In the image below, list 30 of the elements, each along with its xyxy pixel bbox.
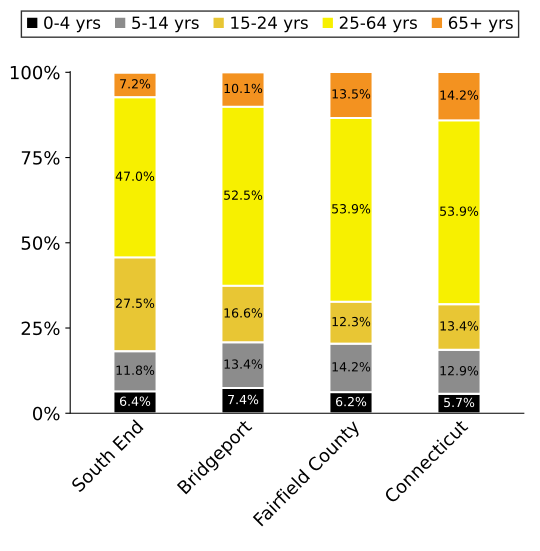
legend-label: 0-4 yrs <box>44 16 100 32</box>
data-label: 47.0% <box>116 171 154 181</box>
data-label: 13.4% <box>224 359 262 369</box>
data-label: 6.2% <box>336 396 366 406</box>
data-label: 14.2% <box>332 362 370 372</box>
data-label: 14.2% <box>440 90 478 100</box>
data-label: 53.9% <box>440 206 478 216</box>
y-tick-label: 50% <box>22 236 60 250</box>
data-label: 13.5% <box>332 89 370 99</box>
data-label: 13.4% <box>440 321 478 331</box>
data-label: 27.5% <box>116 298 154 308</box>
legend-label: 5-14 yrs <box>132 16 199 32</box>
data-label: 7.4% <box>228 394 258 404</box>
data-label: 12.3% <box>332 316 370 326</box>
data-label: 6.4% <box>120 396 150 406</box>
data-label: 12.9% <box>440 366 478 376</box>
data-label: 52.5% <box>224 190 262 200</box>
data-label: 53.9% <box>332 204 370 214</box>
data-label: 10.1% <box>224 84 262 94</box>
data-label: 7.2% <box>120 79 150 89</box>
y-tick-label: 0% <box>33 406 60 420</box>
data-label: 16.6% <box>224 308 262 318</box>
data-label: 11.8% <box>116 365 154 375</box>
legend-label: 25-64 yrs <box>340 16 417 32</box>
y-tick-label: 75% <box>22 151 60 165</box>
y-tick-label: 100% <box>10 66 60 80</box>
legend-label: 15-24 yrs <box>231 16 308 32</box>
y-tick-label: 25% <box>22 321 60 336</box>
data-label: 5.7% <box>444 398 474 408</box>
legend-label: 65+ yrs <box>448 16 513 32</box>
